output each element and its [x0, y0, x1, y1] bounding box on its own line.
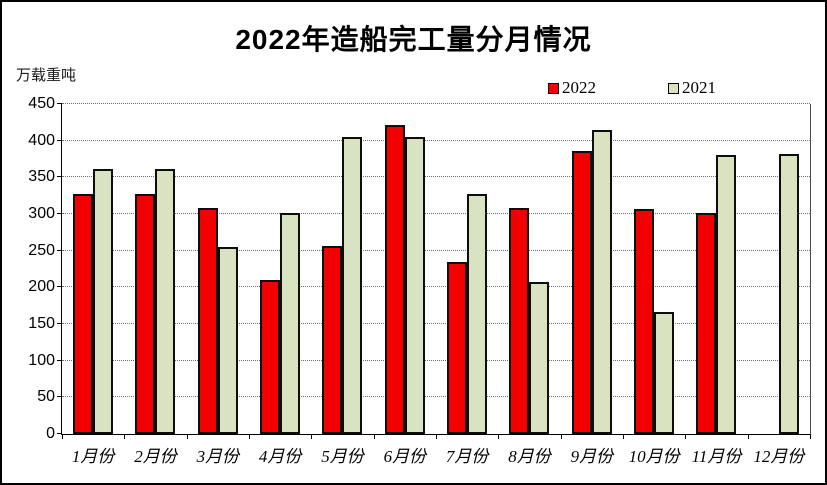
x-axis-tick-mark	[623, 434, 624, 439]
legend-label-2021: 2021	[682, 78, 716, 97]
y-axis-tick-mark	[57, 213, 62, 214]
x-axis-label-2月份: 2月份	[134, 447, 177, 466]
bar-2021-3月份	[217, 247, 238, 434]
bar-2021-5月份	[342, 137, 363, 434]
y-axis-tick-mark	[57, 359, 62, 361]
bar-2022-5月份	[322, 246, 343, 434]
y-axis-tick-label-0: 0	[46, 425, 55, 442]
x-axis-tick-mark	[498, 434, 500, 439]
x-axis-label-1月份: 1月份	[71, 447, 115, 466]
y-axis-tick-mark	[57, 249, 62, 251]
legend-item-2022: 2022	[548, 78, 596, 98]
y-axis-tick-label-150: 150	[28, 315, 55, 332]
bar-2021-6月份	[404, 137, 425, 434]
x-axis-label-8月份: 8月份	[508, 447, 551, 466]
bar-2022-2月份	[135, 194, 156, 434]
y-axis-tick-mark	[57, 323, 62, 324]
x-axis-label-5月份: 5月份	[321, 447, 364, 466]
legend-item-2021: 2021	[668, 78, 716, 98]
x-axis-label-7月份: 7月份	[445, 447, 489, 466]
x-axis-tick-mark	[311, 434, 313, 439]
bar-2022-9月份	[571, 151, 592, 434]
y-axis-tick-label-100: 100	[28, 351, 55, 369]
gridline-100	[62, 359, 810, 361]
x-axis-label-10月份: 10月份	[628, 447, 680, 466]
gridline-350	[62, 176, 810, 178]
gridline-150	[62, 323, 810, 324]
x-axis-label-4月份: 4月份	[258, 447, 302, 466]
y-axis-tick-label-200: 200	[28, 278, 55, 296]
x-axis-tick-mark	[747, 434, 749, 439]
bar-2021-12月份	[778, 154, 799, 434]
bar-2021-8月份	[529, 282, 550, 434]
bar-2022-11月份	[696, 213, 717, 434]
bar-2022-10月份	[634, 209, 654, 434]
y-axis-tick-label-350: 350	[28, 168, 55, 186]
y-axis-tick-mark	[57, 286, 62, 288]
x-axis-label-6月份: 6月份	[383, 447, 427, 466]
gridline-400	[62, 139, 810, 141]
gridline-200	[62, 286, 810, 288]
bar-2022-7月份	[447, 262, 467, 434]
legend: 2022 2021	[548, 78, 716, 98]
y-axis-unit-label: 万载重吨	[16, 67, 77, 84]
bar-2021-7月份	[467, 194, 487, 434]
legend-swatch-2022	[548, 82, 559, 94]
bar-2022-4月份	[260, 280, 280, 434]
x-axis-tick-mark	[186, 434, 188, 439]
legend-label-2022: 2022	[562, 78, 596, 97]
bar-2021-1月份	[93, 169, 113, 434]
y-axis-tick-mark	[57, 396, 62, 398]
x-axis-tick-mark	[560, 434, 562, 439]
x-axis-tick-mark	[373, 434, 375, 439]
y-axis-tick-mark	[57, 139, 62, 141]
bar-2021-9月份	[591, 130, 612, 434]
bar-2022-8月份	[509, 208, 530, 434]
y-axis-tick-label-300: 300	[28, 205, 55, 222]
gridline-450	[62, 103, 810, 104]
y-axis-tick-mark	[57, 433, 62, 434]
gridline-300	[62, 213, 810, 214]
bar-2022-3月份	[197, 208, 218, 434]
y-axis-tick-label-250: 250	[28, 241, 55, 259]
bar-2021-10月份	[654, 312, 674, 434]
bar-2022-1月份	[73, 194, 93, 434]
x-axis-tick-mark	[62, 434, 63, 439]
gridline-50	[62, 396, 810, 398]
bar-2022-6月份	[384, 125, 405, 434]
gridline-250	[62, 249, 810, 251]
y-axis-tick-label-450: 450	[28, 95, 55, 112]
bar-2021-11月份	[716, 155, 737, 434]
bar-2021-2月份	[155, 169, 176, 434]
x-axis-tick-mark	[810, 434, 811, 439]
x-axis-label-12月份: 12月份	[753, 447, 805, 466]
x-axis-label-11月份: 11月份	[691, 447, 742, 466]
plot-area: 0 50 100 150 200 250 300 350 400 450 1月份 2月份 3月份 4月份 5…	[28, 95, 811, 466]
legend-swatch-2021	[668, 82, 679, 94]
y-axis-tick-label-400: 400	[28, 131, 55, 149]
x-axis-tick-mark	[436, 434, 437, 439]
y-axis-tick-mark	[57, 103, 62, 104]
x-axis-label-9月份: 9月份	[570, 447, 614, 466]
y-axis-tick-mark	[57, 176, 62, 178]
bar-2021-4月份	[280, 213, 300, 434]
x-axis-label-3月份: 3月份	[196, 447, 240, 466]
x-axis-tick-mark	[685, 434, 687, 439]
x-axis-tick-mark	[249, 434, 250, 439]
x-axis-tick-mark	[124, 434, 126, 439]
y-axis-tick-label-50: 50	[37, 388, 55, 406]
chart-title: 2022年造船完工量分月情况	[235, 24, 592, 55]
